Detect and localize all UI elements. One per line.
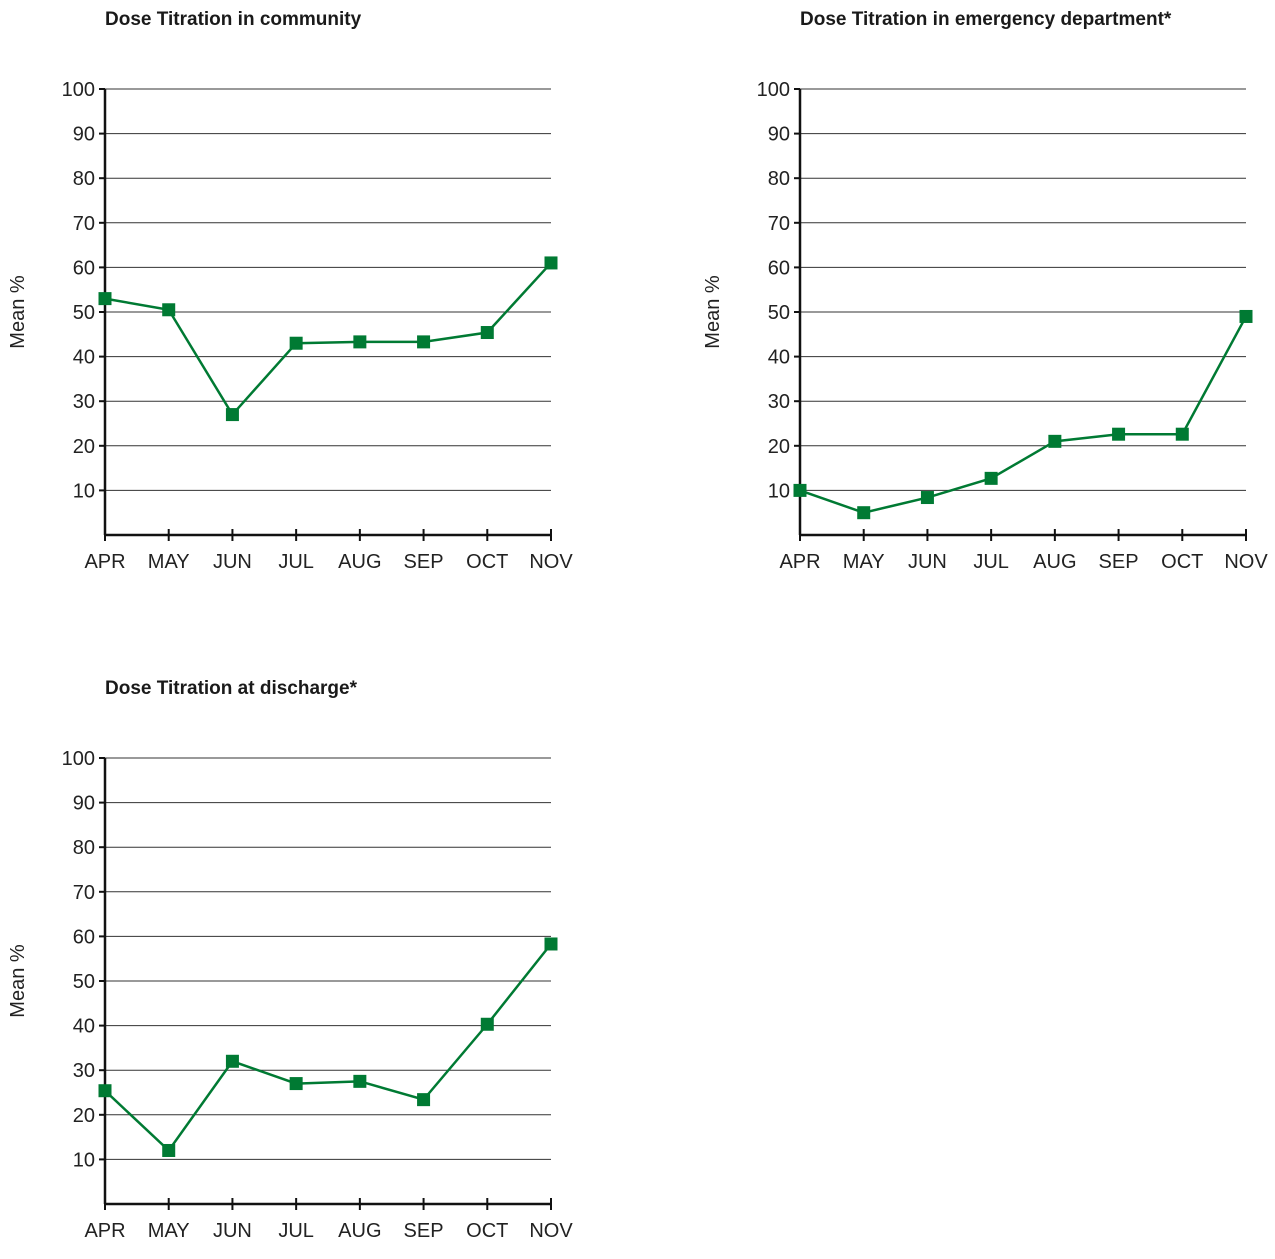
data-point (98, 292, 112, 306)
x-tick-label: NOV (1224, 551, 1268, 573)
data-point (984, 471, 998, 485)
data-point (353, 1074, 367, 1088)
y-tick-label: 80 (73, 837, 95, 859)
y-tick-label: 60 (73, 926, 95, 948)
data-point (417, 335, 431, 349)
x-tick-label: OCT (466, 1220, 508, 1242)
x-tick-label: OCT (1161, 551, 1203, 573)
data-point (480, 1017, 494, 1031)
y-tick-label: 40 (73, 1016, 95, 1038)
data-point (1112, 427, 1126, 441)
y-tick-label: 50 (768, 302, 790, 324)
y-tick-label: 30 (768, 391, 790, 413)
y-tick-label: 20 (73, 1105, 95, 1127)
y-tick-label: 100 (62, 79, 95, 101)
data-point (289, 336, 303, 350)
x-tick-label: NOV (529, 551, 573, 573)
series-line (799, 315, 1248, 515)
y-tick-label: 50 (73, 302, 95, 324)
y-axis-label: Mean % (702, 275, 724, 349)
chart-title-community: Dose Titration in community (105, 9, 362, 30)
y-tick-label: 60 (73, 257, 95, 279)
x-tick-label: APR (84, 1220, 125, 1242)
y-tick-label: 20 (768, 436, 790, 458)
chart-emergency: 10 20 30 40 50 60 70 80 90 100 APR MAY JUN JUL AUG SEP O… (702, 79, 1268, 573)
x-tick-label: APR (84, 551, 125, 573)
data-point (480, 326, 494, 340)
y-tick-label: 30 (73, 1060, 95, 1082)
y-tick-label: 90 (73, 124, 95, 146)
y-tick-label: 80 (73, 168, 95, 190)
chart-title-emergency: Dose Titration in emergency department* (800, 9, 1172, 30)
y-tick-label: 80 (768, 168, 790, 190)
x-tick-label: OCT (466, 551, 508, 573)
y-tick-label: 60 (768, 257, 790, 279)
x-tick-label: AUG (338, 1220, 381, 1242)
x-tick-label: JUN (213, 551, 252, 573)
x-tick-label: MAY (148, 551, 190, 573)
y-axis-label: Mean % (7, 275, 29, 349)
chart-community: 10 20 30 40 50 60 70 80 90 100 APR MAY JUN JUL AUG SEP O… (7, 79, 573, 573)
chart-discharge: 10 20 30 40 50 60 70 80 90 100 APR MAY JUN JUL AUG SEP O… (7, 748, 573, 1242)
y-axis-label: Mean % (7, 944, 29, 1018)
x-tick-label: JUL (973, 551, 1009, 573)
data-point (1239, 309, 1253, 323)
data-point (857, 506, 871, 520)
chart-title-discharge: Dose Titration at discharge* (105, 678, 357, 699)
y-tick-label: 20 (73, 436, 95, 458)
series-line (104, 943, 552, 1153)
x-tick-label: JUN (908, 551, 947, 573)
x-tick-label: AUG (338, 551, 381, 573)
x-tick-label: MAY (843, 551, 885, 573)
data-point (920, 491, 934, 505)
y-tick-label: 90 (73, 793, 95, 815)
data-point (162, 1143, 176, 1157)
data-point (544, 256, 558, 270)
x-tick-label: SEP (404, 551, 444, 573)
data-point (353, 335, 367, 349)
x-tick-label: SEP (1099, 551, 1139, 573)
y-tick-label: 40 (768, 347, 790, 369)
data-point (793, 483, 807, 497)
data-point (417, 1093, 431, 1107)
x-tick-label: NOV (529, 1220, 573, 1242)
x-tick-label: MAY (148, 1220, 190, 1242)
y-tick-label: 100 (62, 748, 95, 770)
x-tick-label: JUN (213, 1220, 252, 1242)
y-tick-label: 40 (73, 347, 95, 369)
y-tick-label: 70 (768, 213, 790, 235)
y-tick-label: 10 (73, 1149, 95, 1171)
y-tick-label: 50 (73, 971, 95, 993)
data-point (225, 408, 239, 422)
y-tick-label: 70 (73, 213, 95, 235)
y-tick-label: 70 (73, 882, 95, 904)
x-tick-label: JUL (278, 551, 314, 573)
data-point (225, 1054, 239, 1068)
data-point (289, 1077, 303, 1091)
y-tick-label: 100 (757, 79, 790, 101)
x-tick-label: APR (779, 551, 820, 573)
data-point (1175, 427, 1189, 441)
y-tick-label: 10 (768, 480, 790, 502)
data-point (162, 303, 176, 317)
series-line (104, 262, 552, 417)
y-tick-label: 10 (73, 480, 95, 502)
y-tick-label: 30 (73, 391, 95, 413)
data-point (544, 937, 558, 951)
x-tick-label: AUG (1033, 551, 1076, 573)
y-tick-label: 90 (768, 124, 790, 146)
x-tick-label: JUL (278, 1220, 314, 1242)
data-point (98, 1084, 112, 1098)
data-point (1048, 434, 1062, 448)
x-tick-label: SEP (404, 1220, 444, 1242)
